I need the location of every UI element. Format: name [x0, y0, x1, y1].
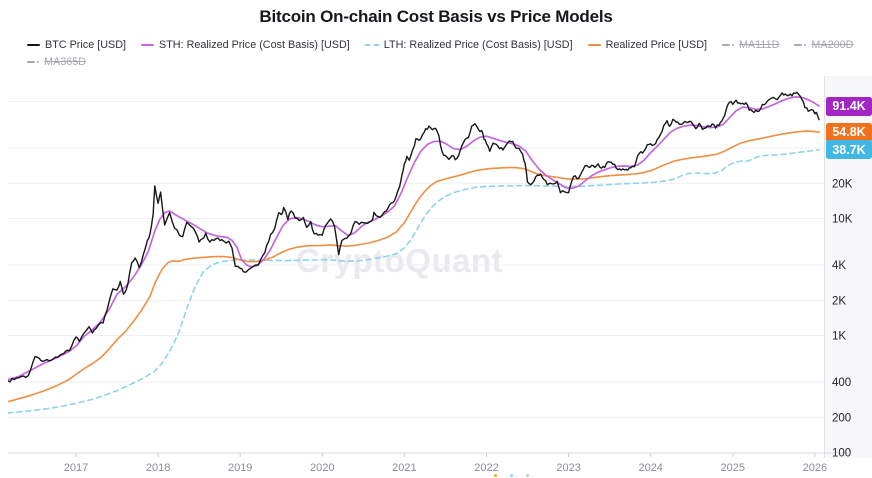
y-axis-label: 200 [832, 412, 851, 424]
x-axis-label: 2019 [228, 462, 252, 474]
x-axis-label: 2022 [474, 462, 498, 474]
btc-price-usd-line [8, 91, 820, 383]
legend-label: MA111D [739, 39, 780, 51]
y-axis-label: 1K [832, 331, 846, 343]
legend-label: LTH: Realized Price (Cost Basis) [USD] [383, 39, 573, 51]
price-badge-sth: 91.4K [826, 96, 872, 116]
chart-title: Bitcoin On-chain Cost Basis vs Price Mod… [259, 7, 613, 26]
legend-item-lth-realized-price-cost-basis-usd[interactable]: LTH: Realized Price (Cost Basis) [USD] [364, 39, 573, 51]
legend-label: BTC Price [USD] [45, 39, 126, 51]
legend-item-ma200d[interactable]: MA200D [794, 39, 853, 51]
y-axis-label: 100 [832, 448, 851, 460]
legend-item-ma111d[interactable]: MA111D [722, 39, 779, 51]
legend-marker [27, 44, 40, 46]
y-axis-label: 400 [832, 377, 851, 389]
legend-label: Realized Price [USD] [605, 39, 707, 51]
x-axis-label: 2024 [638, 462, 662, 474]
x-axis-label: 2018 [146, 462, 170, 474]
x-axis-label: 2025 [721, 462, 745, 474]
x-axis-label: 2021 [392, 462, 416, 474]
legend-marker [794, 44, 807, 46]
y-axis-border [824, 76, 825, 458]
y-axis-label: 4K [832, 260, 846, 272]
y-axis-label: 2K [832, 295, 846, 307]
lth-realized-price-cost-basis-usd-line [8, 148, 820, 414]
legend-row-2: MA365D [27, 56, 851, 68]
x-axis-label: 2017 [64, 462, 88, 474]
legend-item-sth-realized-price-cost-basis-usd[interactable]: STH: Realized Price (Cost Basis) [USD] [141, 39, 350, 51]
legend: BTC Price [USD] STH: Realized Price (Cost… [27, 39, 853, 73]
x-axis-label: 2023 [556, 462, 580, 474]
y-axis-label: 20K [832, 178, 853, 190]
price-badge-lth: 38.7K [826, 140, 872, 160]
legend-item-ma365d[interactable]: MA365D [27, 56, 86, 68]
legend-marker [587, 44, 601, 46]
gridlines [8, 101, 824, 418]
price-badge-realized: 54.8K [826, 122, 872, 142]
sth-realized-price-cost-basis-usd-line [8, 96, 820, 381]
legend-row-1: BTC Price [USD] STH: Realized Price (Cost… [27, 39, 853, 51]
legend-marker [141, 44, 154, 46]
x-axis-label: 2020 [310, 462, 334, 474]
legend-label: MA365D [44, 56, 87, 68]
legend-marker [27, 61, 39, 63]
legend-marker [364, 44, 379, 46]
legend-label: MA200D [811, 39, 854, 51]
x-axis-label: 2026 [803, 462, 827, 474]
legend-label: STH: Realized Price (Cost Basis) [USD] [159, 39, 350, 51]
legend-item-btc-price-usd[interactable]: BTC Price [USD] [27, 39, 126, 51]
y-axis-label: 10K [832, 214, 853, 226]
legend-marker [722, 44, 734, 46]
legend-item-realized-price-usd[interactable]: Realized Price [USD] [587, 39, 707, 51]
realized-price-usd-line [8, 130, 820, 403]
clipped-bottom-legend [494, 474, 529, 477]
